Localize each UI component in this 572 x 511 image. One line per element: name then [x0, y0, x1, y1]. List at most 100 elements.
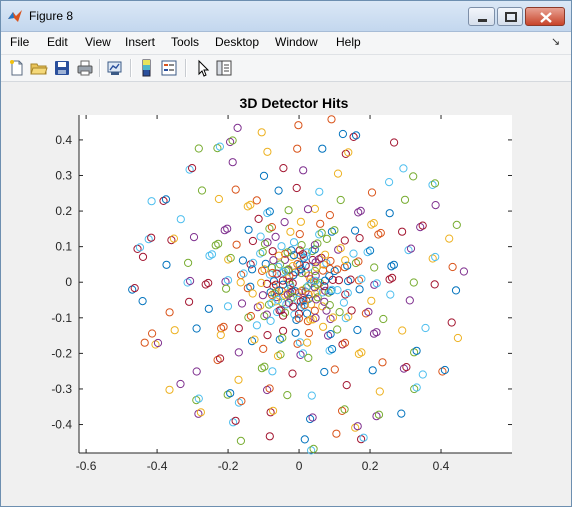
dock-figure-icon[interactable]: ↘	[551, 36, 561, 48]
print-icon[interactable]	[76, 59, 94, 77]
scatter-point	[246, 311, 255, 321]
scatter-point	[412, 383, 421, 392]
menu-edit[interactable]: Edit	[47, 35, 68, 49]
pointer-icon[interactable]	[194, 59, 212, 77]
scatter-point	[354, 257, 363, 266]
scatter-point	[312, 263, 321, 272]
scatter-point	[291, 328, 300, 337]
scatter-point	[165, 308, 174, 317]
menu-window[interactable]: Window	[275, 35, 318, 49]
scatter-point	[297, 241, 306, 250]
scatter-point	[341, 149, 350, 159]
scatter-point	[214, 239, 223, 248]
scatter-point	[144, 235, 153, 244]
save-icon[interactable]	[53, 59, 71, 77]
scatter-point	[258, 291, 267, 300]
chart-title: 3D Detector Hits	[240, 95, 349, 111]
scatter-point	[357, 348, 366, 357]
scatter-point	[223, 224, 232, 233]
x-tick-label: 0.2	[362, 459, 379, 473]
scatter-point	[260, 362, 269, 371]
y-tick-label: 0.3	[55, 168, 72, 182]
scatter-point	[293, 339, 302, 348]
scatter-point	[361, 309, 370, 318]
scatter-point	[268, 290, 277, 300]
scatter-point	[265, 432, 274, 441]
scatter-point	[315, 187, 324, 196]
scatter-point	[266, 408, 275, 417]
axes-background[interactable]	[79, 115, 512, 453]
scatter-point	[265, 207, 274, 216]
y-tick-label: 0.2	[55, 204, 72, 218]
minimize-button[interactable]	[468, 7, 495, 26]
scatter-point	[385, 209, 394, 218]
menu-insert[interactable]: Insert	[125, 35, 156, 49]
scatter-point	[183, 278, 192, 287]
new-figure-icon[interactable]	[8, 59, 26, 77]
scatter-point	[322, 259, 331, 268]
scatter-point	[317, 228, 326, 237]
legend-icon[interactable]	[160, 59, 178, 77]
open-file-icon[interactable]	[30, 59, 48, 77]
scatter-point	[189, 233, 199, 242]
scatter-point	[359, 433, 368, 442]
scatter-point	[313, 239, 322, 248]
scatter-point	[153, 338, 163, 348]
scatter-point	[318, 144, 327, 153]
menu-view[interactable]: View	[85, 35, 111, 49]
scatter-point	[325, 346, 334, 355]
link-plot-icon[interactable]	[106, 59, 124, 77]
scatter-point	[249, 258, 258, 267]
scatter-point	[308, 315, 318, 324]
scatter-point	[260, 239, 270, 248]
scatter-point	[307, 446, 316, 455]
close-button[interactable]	[525, 7, 565, 26]
scatter-point	[369, 329, 379, 338]
scatter-point	[372, 279, 381, 288]
scatter-point	[226, 389, 235, 398]
scatter-point	[431, 252, 440, 262]
scatter-point	[226, 253, 235, 263]
scatter-point	[259, 171, 269, 181]
scatter-point	[459, 267, 468, 276]
scatter-point	[340, 405, 349, 414]
scatter-point	[328, 345, 337, 354]
scatter-point	[233, 123, 242, 133]
scatter-point	[324, 331, 333, 340]
scatter-point	[326, 330, 335, 339]
menu-file[interactable]: File	[10, 35, 30, 49]
scatter-point	[234, 398, 243, 407]
scatter-point	[326, 256, 335, 266]
scatter-point	[309, 444, 318, 453]
scatter-point	[216, 354, 225, 363]
scatter-point	[204, 278, 213, 288]
title-bar[interactable]: Figure 8	[1, 1, 571, 32]
scatter-point	[351, 226, 360, 235]
maximize-button[interactable]	[497, 7, 523, 26]
scatter-point	[445, 234, 454, 243]
menu-help[interactable]: Help	[336, 35, 361, 49]
property-editor-icon[interactable]	[215, 59, 233, 77]
menu-tools[interactable]: Tools	[171, 35, 200, 49]
scatter-point	[308, 413, 317, 422]
scatter-point	[344, 148, 353, 157]
scatter-point	[354, 349, 363, 358]
scatter-point	[223, 302, 233, 311]
scatter-point	[333, 325, 342, 334]
y-axis: -0.4 -0.3 -0.2 -0.1 0 0.1 0.2 0.3 0.4	[51, 115, 512, 453]
scatter-point	[316, 219, 325, 228]
scatter-point	[344, 312, 353, 321]
scatter-point	[268, 367, 277, 376]
scatter-point	[311, 313, 320, 322]
y-tick-label: 0.1	[55, 240, 72, 254]
scatter-point	[274, 251, 283, 260]
scatter-point	[310, 240, 319, 250]
menu-desktop[interactable]: Desktop	[215, 35, 260, 49]
scatter-point	[375, 387, 384, 396]
scatter-point	[253, 303, 262, 312]
scatter-point	[448, 262, 457, 272]
scatter-point	[278, 333, 287, 343]
scatter-point	[302, 248, 312, 257]
scatter-point	[276, 350, 285, 359]
colorbar-icon[interactable]	[138, 59, 156, 77]
